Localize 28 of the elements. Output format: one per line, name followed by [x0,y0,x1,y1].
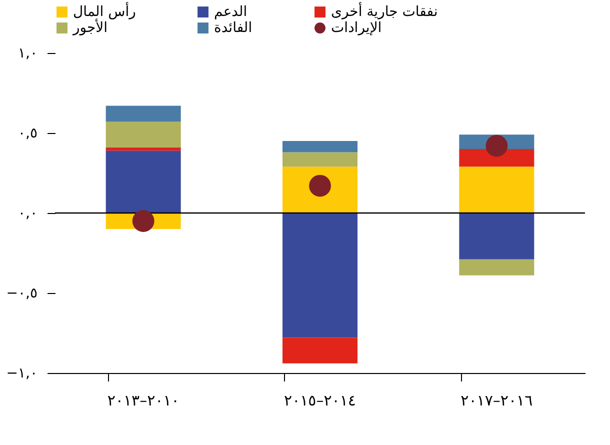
bar [282,213,358,338]
bar [106,150,181,213]
point [132,210,154,232]
bar [106,147,181,151]
bar [106,122,181,148]
bar [282,338,358,364]
bar [282,152,358,167]
x-tick-label: ٢٠١٦–٢٠١٧ [460,392,533,410]
bar [282,141,358,152]
legend-label: نفقات جارية أخرى [331,2,438,20]
x-tick-label: ٢٠١٠–٢٠١٣ [107,392,180,410]
legend-label: الأجور [72,18,108,36]
bar [106,106,181,122]
y-tick-label: ١,٠ [18,46,38,62]
y-tick-label: ٠,٠ [18,206,38,222]
legend-label: رأس المال [73,2,136,20]
legend-label: الفائدة [214,20,252,36]
bar [459,166,534,213]
legend-label: الدعم [214,4,248,20]
y-tick-label: −٠,٥ [6,286,38,302]
bar [459,259,534,276]
point [486,134,508,157]
bar [459,213,534,260]
x-tick-label: ٢٠١٤–٢٠١٥ [284,392,356,410]
bar [459,149,534,167]
y-tick-label: ٠,٥ [18,126,38,142]
legend-label: الإيرادات [331,20,382,36]
y-tick-label: −١,٠ [6,366,38,382]
